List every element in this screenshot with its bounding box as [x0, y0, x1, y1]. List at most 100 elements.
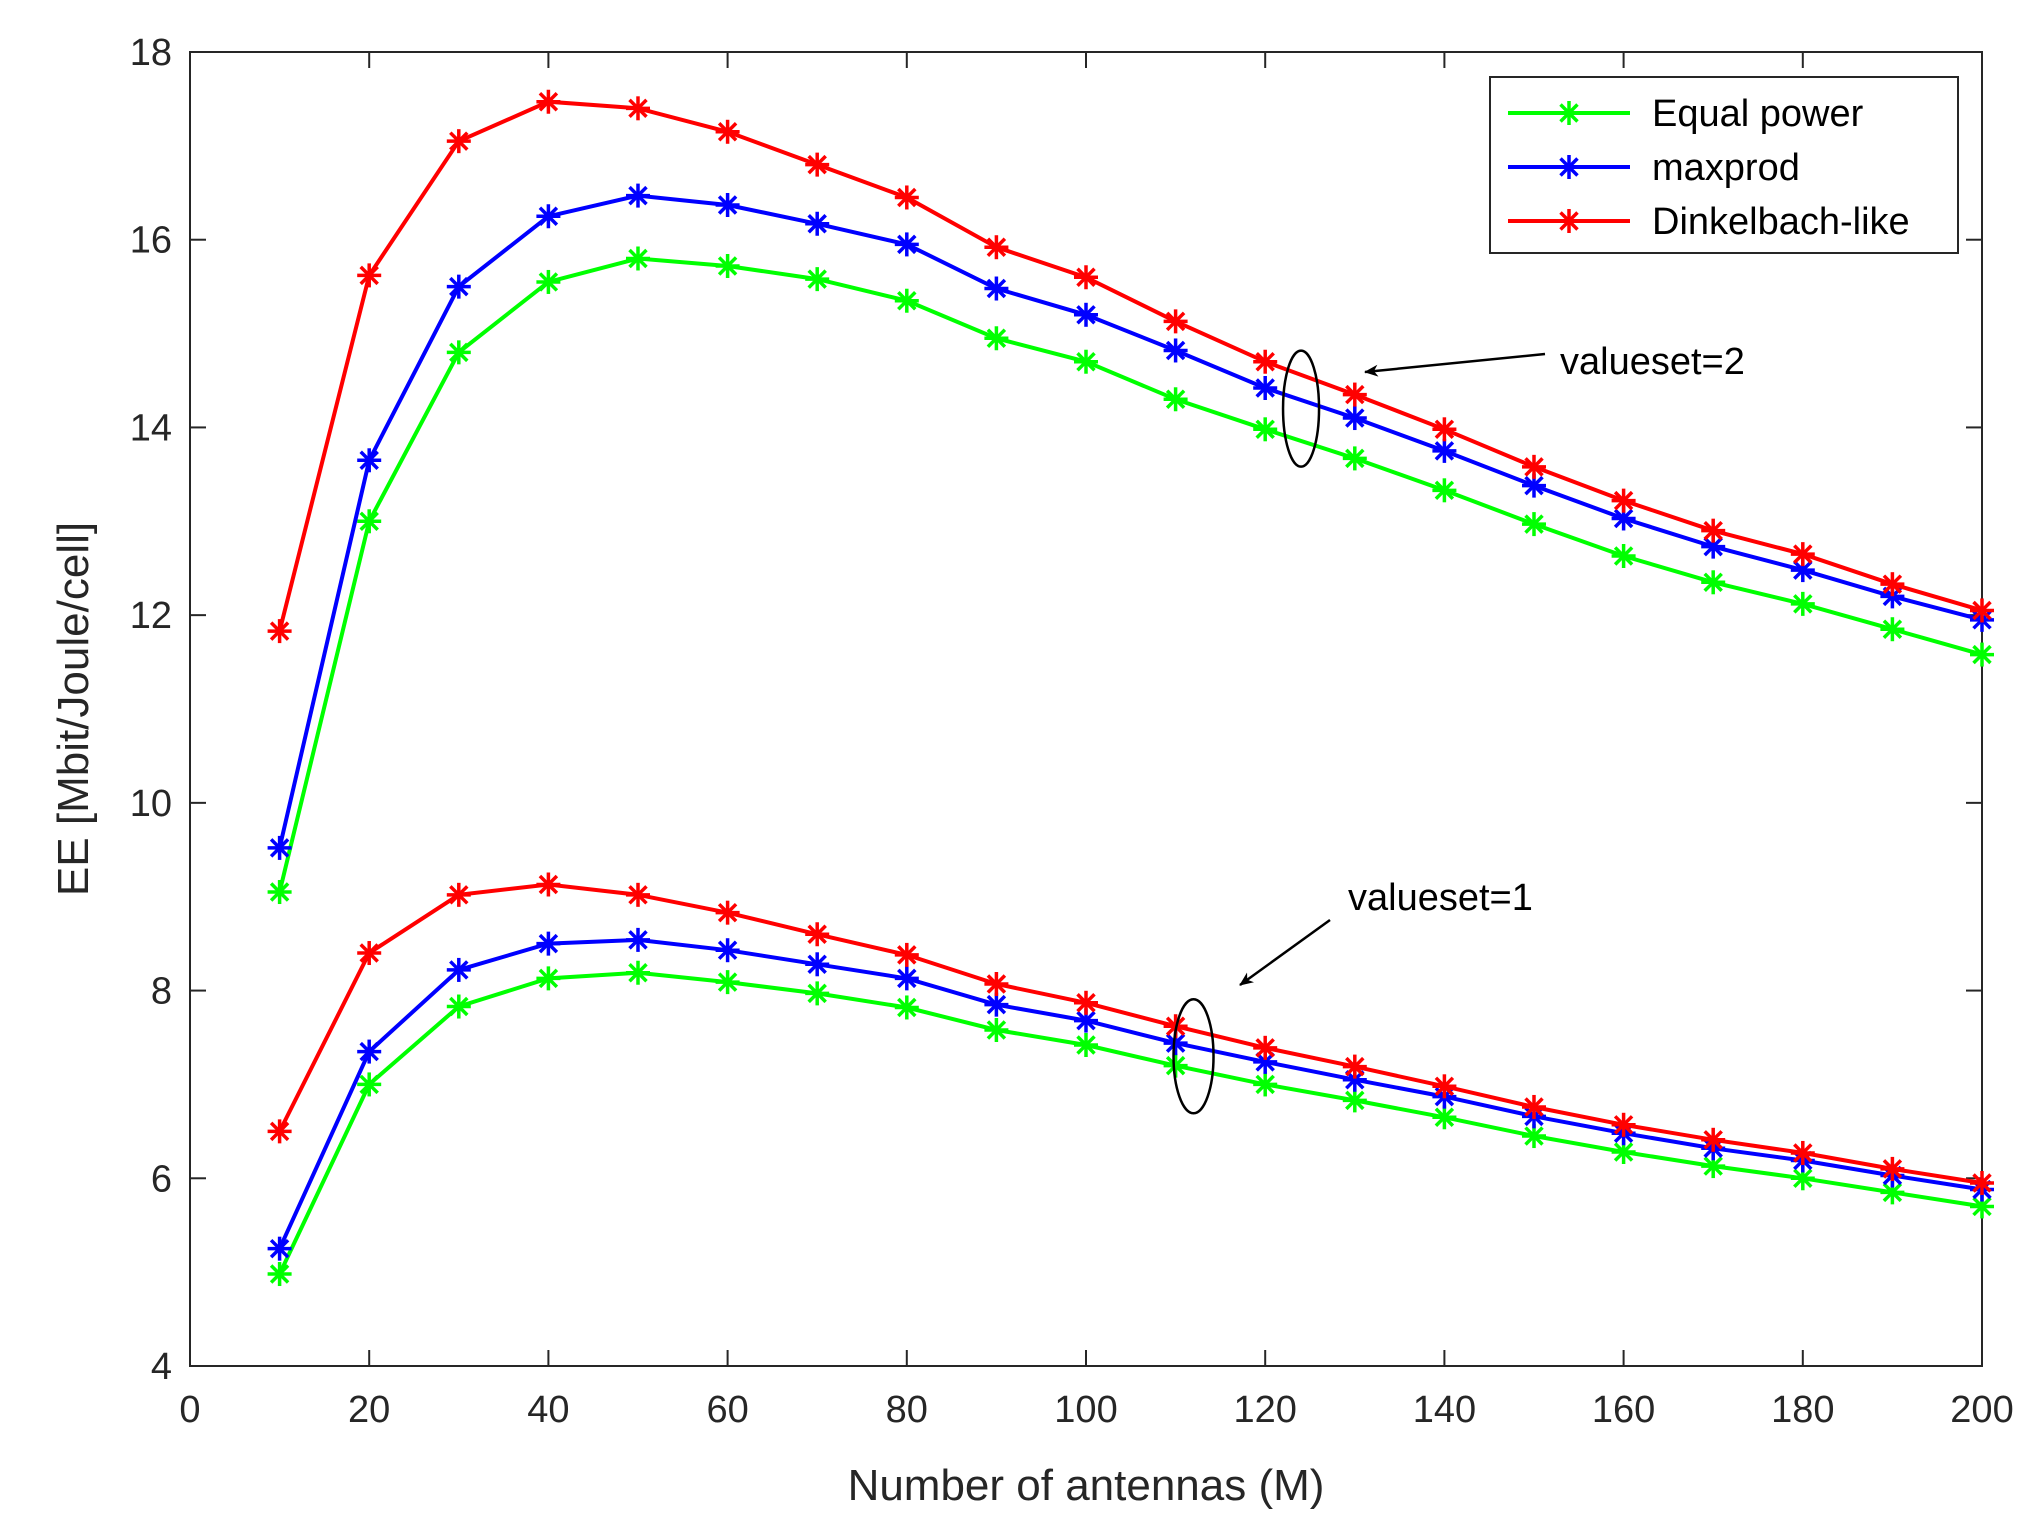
- data-point: [984, 972, 1009, 997]
- marker-stroke: [986, 1020, 1007, 1040]
- y-tick-label: 12: [130, 595, 172, 637]
- data-point: [536, 269, 561, 294]
- marker-stroke: [1076, 305, 1096, 325]
- marker-stroke: [807, 269, 827, 289]
- marker-stroke: [717, 972, 738, 992]
- marker-stroke: [1793, 1143, 1813, 1163]
- data-point: [1701, 570, 1726, 595]
- data-point: [1342, 446, 1367, 471]
- data-point: [536, 966, 561, 991]
- data-point: [446, 274, 471, 299]
- data-point: [446, 882, 471, 907]
- marker-stroke: [717, 902, 738, 923]
- data-point: [1163, 338, 1188, 363]
- marker-stroke: [538, 933, 559, 954]
- data-point: [1253, 376, 1278, 401]
- marker-stroke: [1972, 644, 1992, 665]
- data-point: [984, 276, 1009, 301]
- y-tick-label: 6: [151, 1158, 172, 1200]
- data-point: [357, 509, 382, 534]
- marker-stroke: [1703, 1156, 1723, 1176]
- x-tick-label: 80: [886, 1389, 928, 1431]
- data-point: [1253, 1035, 1278, 1060]
- marker-stroke: [449, 885, 469, 905]
- marker-stroke: [1559, 103, 1579, 123]
- marker-stroke: [1345, 1090, 1365, 1111]
- marker-stroke: [1076, 1035, 1096, 1055]
- marker-stroke: [1434, 1107, 1455, 1128]
- legend-label-dinkelbach-like: Dinkelbach-like: [1652, 201, 1910, 243]
- marker-stroke: [986, 994, 1007, 1015]
- marker-stroke: [1793, 560, 1813, 580]
- data-point: [1522, 1094, 1546, 1119]
- data-point: [805, 952, 830, 977]
- series-line: [277, 256, 1983, 893]
- marker-stroke: [1255, 1052, 1275, 1072]
- legend-swatch-marker-equal-power: [1557, 101, 1581, 125]
- marker-stroke: [1613, 546, 1634, 566]
- marker-stroke: [1793, 594, 1813, 614]
- data-point: [267, 1119, 292, 1144]
- series-line: [277, 937, 1983, 1250]
- marker-stroke: [449, 342, 469, 363]
- marker-stroke: [628, 930, 648, 950]
- marker-stroke: [1559, 211, 1579, 231]
- marker-stroke: [449, 131, 469, 151]
- marker-stroke: [1972, 1196, 1992, 1217]
- legend-label-maxprod: maxprod: [1652, 147, 1800, 189]
- x-tick-label: 20: [348, 1389, 390, 1431]
- data-point: [1790, 591, 1815, 616]
- series-line: [277, 882, 1983, 1185]
- data-point: [805, 922, 830, 947]
- data-point: [1342, 382, 1367, 407]
- data-point: [626, 96, 650, 121]
- data-point: [1074, 1033, 1098, 1058]
- data-point: [357, 448, 382, 473]
- data-point: [267, 880, 292, 905]
- marker-stroke: [1345, 448, 1365, 469]
- marker-stroke: [1165, 1055, 1186, 1076]
- marker-stroke: [717, 122, 738, 142]
- marker-stroke: [1434, 419, 1455, 440]
- marker-stroke: [1703, 536, 1723, 557]
- legend: Equal power maxprod Dinkelbach-like: [1489, 76, 1959, 254]
- data-point: [536, 204, 561, 229]
- data-point: [1522, 454, 1546, 479]
- marker-stroke: [807, 924, 827, 944]
- marker-stroke: [538, 92, 559, 112]
- annotations: valueset=2 valueset=1: [1172, 341, 1745, 1115]
- data-point: [715, 119, 740, 144]
- marker-stroke: [1165, 389, 1186, 409]
- data-point: [357, 263, 382, 288]
- marker-stroke: [269, 882, 290, 902]
- y-tick-label: 18: [130, 32, 172, 74]
- marker-stroke: [897, 997, 917, 1018]
- data-point: [1432, 1105, 1457, 1130]
- data-point: [1880, 617, 1905, 642]
- data-point: [984, 235, 1009, 260]
- x-tick-label: 100: [1054, 1389, 1117, 1431]
- marker-stroke: [1345, 408, 1365, 428]
- marker-stroke: [1613, 1142, 1634, 1162]
- marker-stroke: [359, 1074, 379, 1095]
- marker-stroke: [1345, 384, 1365, 405]
- data-point: [1163, 1053, 1188, 1078]
- marker-stroke: [1524, 457, 1544, 477]
- data-point: [536, 89, 561, 114]
- data-point: [1432, 417, 1457, 442]
- marker-stroke: [359, 943, 379, 963]
- data-point: [1342, 406, 1367, 431]
- marker-stroke: [628, 885, 648, 905]
- marker-stroke: [1165, 340, 1186, 361]
- marker-stroke: [538, 272, 559, 292]
- x-tick-label: 160: [1592, 1389, 1655, 1431]
- marker-stroke: [807, 214, 827, 234]
- y-tick-label: 16: [130, 220, 172, 262]
- marker-stroke: [1434, 441, 1455, 461]
- data-point: [267, 1262, 292, 1287]
- marker-stroke: [1613, 490, 1634, 511]
- legend-label-equal-power: Equal power: [1652, 93, 1864, 135]
- x-tick-label: 120: [1233, 1389, 1296, 1431]
- marker-stroke: [449, 276, 469, 297]
